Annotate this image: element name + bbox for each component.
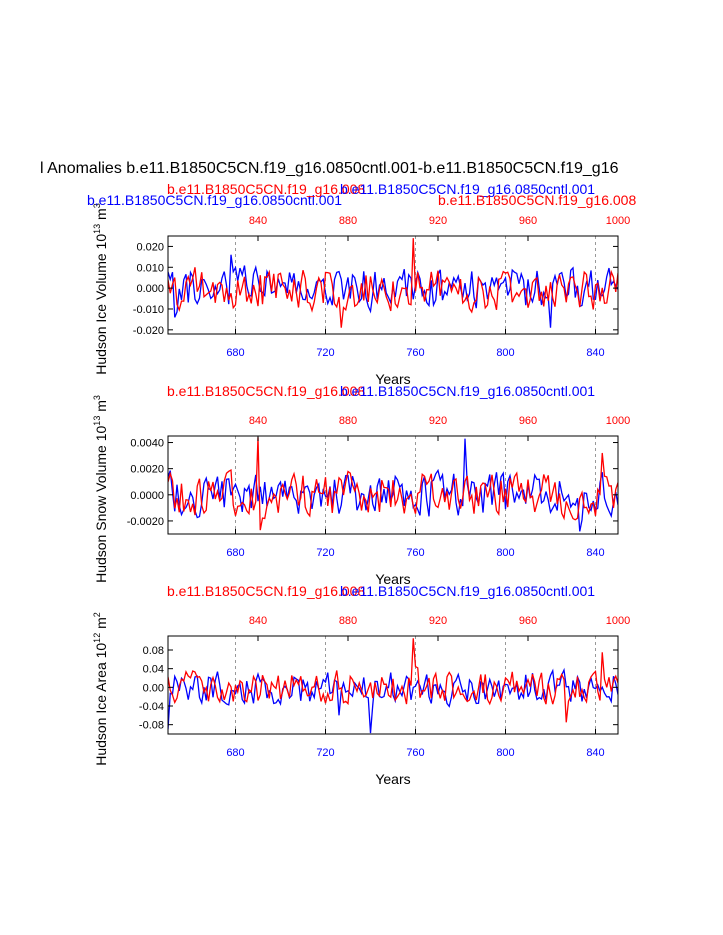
x-tick-label-bottom: 800 [496, 747, 514, 759]
x-tick-label-bottom: 760 [406, 547, 424, 559]
x-axis-label: Years [375, 571, 410, 587]
x-axis-label: Years [375, 371, 410, 387]
y-axis-label: Hudson Ice Volume 1013 m3 [92, 203, 109, 374]
x-axis-label: Years [375, 771, 410, 787]
y-tick-label: 0.010 [136, 262, 164, 274]
y-tick-label: -0.020 [133, 325, 164, 337]
x-tick-label-bottom: 760 [406, 347, 424, 359]
x-tick-label-bottom: 800 [496, 347, 514, 359]
x-tick-label-bottom: 840 [586, 347, 604, 359]
series-line-case_b [168, 437, 618, 531]
x-tick-label-top: 920 [429, 215, 447, 227]
series-label-left: b.e11.B1850C5CN.f19_g16.008 [167, 383, 365, 399]
series-label-center: b.e11.B1850C5CN.f19_g16.0850cntl.001 [340, 583, 595, 599]
x-tick-label-bottom: 840 [586, 747, 604, 759]
x-tick-label-bottom: 720 [316, 547, 334, 559]
y-tick-label: -0.04 [139, 701, 164, 713]
series-label-center: b.e11.B1850C5CN.f19_g16.0850cntl.001 [340, 181, 595, 197]
x-tick-label-top: 880 [339, 615, 357, 627]
x-tick-label-bottom: 840 [586, 547, 604, 559]
y-tick-label: 0.00 [143, 682, 164, 694]
x-tick-label-top: 960 [519, 615, 537, 627]
x-tick-label-top: 880 [339, 415, 357, 427]
chart-panel-1: -0.020 -0.010 0.000 0.010 0.020 680 720 760 800 8… [87, 181, 636, 387]
x-tick-label-top: 960 [519, 415, 537, 427]
y-tick-label: 0.08 [143, 645, 164, 657]
x-tick-label-bottom: 680 [226, 547, 244, 559]
series-label-left: b.e11.B1850C5CN.f19_g16.0850cntl.001 [87, 192, 342, 208]
chart-panel-2: -0.0020 0.0000 0.0020 0.0040 680 720 760 800 840… [92, 383, 630, 587]
x-tick-label-top: 1000 [606, 615, 630, 627]
y-tick-label: -0.010 [133, 304, 164, 316]
series-label-center: b.e11.B1850C5CN.f19_g16.0850cntl.001 [340, 383, 595, 399]
plot-frame [167, 435, 619, 535]
x-tick-label-top: 960 [519, 215, 537, 227]
x-tick-label-top: 840 [249, 215, 267, 227]
x-tick-label-bottom: 720 [316, 747, 334, 759]
series-label-left-overlap: b.e11.B1850C5CN.f19_g16.008 [167, 181, 365, 197]
x-tick-label-top: 840 [249, 615, 267, 627]
y-tick-label: 0.0040 [130, 438, 164, 450]
plot-frame [167, 635, 619, 735]
series-label-right: b.e11.B1850C5CN.f19_g16.008 [438, 192, 636, 208]
figure-title: l Anomalies b.e11.B1850C5CN.f19_g16.0850… [40, 160, 619, 177]
x-tick-label-bottom: 680 [226, 347, 244, 359]
x-tick-label-bottom: 800 [496, 547, 514, 559]
x-tick-label-top: 1000 [606, 415, 630, 427]
plot-frame [167, 235, 619, 335]
y-axis-label: Hudson Ice Area 1012 m2 [92, 612, 109, 766]
y-tick-label: 0.0020 [130, 464, 164, 476]
series-line-case_b [168, 238, 618, 328]
series-label-left: b.e11.B1850C5CN.f19_g16.008 [167, 583, 365, 599]
x-tick-label-top: 1000 [606, 215, 630, 227]
series-line-case_b [168, 638, 618, 723]
y-tick-label: 0.04 [143, 664, 164, 676]
x-tick-label-top: 920 [429, 415, 447, 427]
y-tick-label: 0.000 [136, 283, 164, 295]
x-tick-label-bottom: 720 [316, 347, 334, 359]
y-tick-label: 0.0000 [130, 490, 164, 502]
x-tick-label-top: 840 [249, 415, 267, 427]
x-tick-label-top: 920 [429, 615, 447, 627]
y-tick-label: 0.020 [136, 241, 164, 253]
chart-panel-3: -0.08 -0.04 0.00 0.04 0.08 680 720 760 800 840 840… [92, 583, 630, 787]
y-tick-label: -0.0020 [127, 516, 164, 528]
y-axis-label: Hudson Snow Volume 1013 m3 [92, 395, 109, 583]
x-tick-label-bottom: 760 [406, 747, 424, 759]
x-tick-label-top: 880 [339, 215, 357, 227]
x-tick-label-bottom: 680 [226, 747, 244, 759]
y-tick-label: -0.08 [139, 720, 164, 732]
